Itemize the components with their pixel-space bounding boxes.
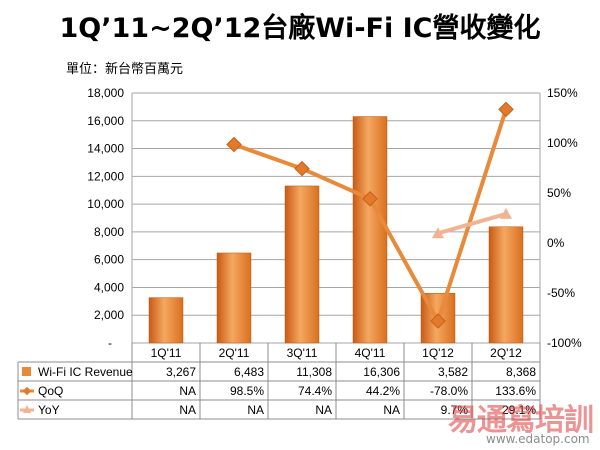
data-label: NA <box>179 384 196 398</box>
gridlines <box>131 92 541 344</box>
y-left-tick-label: 4,000 <box>94 280 124 294</box>
category-label: 4Q'11 <box>355 346 386 360</box>
bar <box>148 297 184 344</box>
data-point <box>500 207 512 219</box>
data-point <box>294 160 310 177</box>
data-point <box>226 136 242 153</box>
legend-entry: Wi-Fi IC Revenue <box>38 365 133 379</box>
data-label: 98.5% <box>230 384 264 398</box>
data-label: 11,308 <box>296 365 332 379</box>
data-label: 9.7% <box>441 403 469 417</box>
watermark-logo: 易通寫培訓 <box>448 403 594 438</box>
series-line <box>437 211 507 236</box>
y-axis-left: - 2,000 4,000 6,000 8,000 10,000 12,000 14,000 1… <box>87 86 124 350</box>
data-label: -78.0% <box>430 384 468 398</box>
y-left-tick-label: 6,000 <box>94 253 124 267</box>
line-series <box>226 101 514 329</box>
data-label: NA <box>179 403 196 417</box>
data-label: 74.4% <box>298 384 332 398</box>
data-point <box>430 313 446 329</box>
category-label: 2Q'12 <box>490 346 522 360</box>
legend-entry: YoY <box>38 403 60 417</box>
data-label: 16,306 <box>363 365 400 379</box>
data-label: 44.2% <box>366 384 400 398</box>
bar <box>284 185 320 344</box>
data-label: NA <box>383 403 400 417</box>
bar <box>216 252 252 344</box>
y-right-tick-label: 100% <box>547 136 578 150</box>
y-left-tick-label: 12,000 <box>87 169 124 183</box>
data-label: 6,483 <box>234 365 264 379</box>
y-left-tick-label: 8,000 <box>94 225 124 239</box>
data-point <box>432 227 444 239</box>
y-left-tick-label: 2,000 <box>94 308 124 322</box>
bar <box>352 116 388 344</box>
data-point <box>362 191 378 207</box>
legend-entry: QoQ <box>38 384 63 398</box>
bar-series <box>148 116 524 344</box>
data-label: 8,368 <box>506 365 536 379</box>
category-label: 2Q'11 <box>219 346 250 360</box>
watermark-url: www.edatop.com <box>486 432 590 446</box>
unit-label: 單位：新台幣百萬元 <box>66 62 184 77</box>
data-label: NA <box>247 403 264 417</box>
legend-key-marker <box>23 405 31 413</box>
y-right-tick-label: 150% <box>547 86 578 100</box>
y-left-tick-label: 10,000 <box>87 197 124 211</box>
data-label: NA <box>315 403 332 417</box>
data-label: 3,267 <box>166 365 196 379</box>
legend-key-bar <box>22 367 31 376</box>
category-label: 3Q'11 <box>287 346 318 360</box>
bar <box>488 226 524 344</box>
data-label: 29.1% <box>502 403 536 417</box>
y-left-tick-label: - <box>108 336 112 350</box>
y-right-tick-label: 50% <box>547 186 571 200</box>
legend-key-marker <box>22 386 32 396</box>
y-axis-right: -100% -50% 0% 50% 100% 150% <box>547 86 582 350</box>
y-left-tick-label: 14,000 <box>87 142 124 156</box>
data-table: 1Q'11 2Q'11 3Q'11 4Q'11 1Q'12 2Q'12 Wi-Fi IC R… <box>17 343 541 420</box>
data-label: 133.6% <box>495 384 536 398</box>
y-right-tick-label: -100% <box>547 336 582 350</box>
chart-title: 1Q’11~2Q’12台廠Wi-Fi IC營收變化 <box>59 13 541 44</box>
y-left-tick-label: 16,000 <box>87 114 124 128</box>
y-right-tick-label: 0% <box>547 236 565 250</box>
data-label: 3,582 <box>438 365 468 379</box>
category-label: 1Q'11 <box>151 346 182 360</box>
category-label: 1Q'12 <box>422 346 454 360</box>
y-right-tick-label: -50% <box>547 286 575 300</box>
data-point <box>498 101 514 118</box>
y-left-tick-label: 18,000 <box>87 86 124 100</box>
